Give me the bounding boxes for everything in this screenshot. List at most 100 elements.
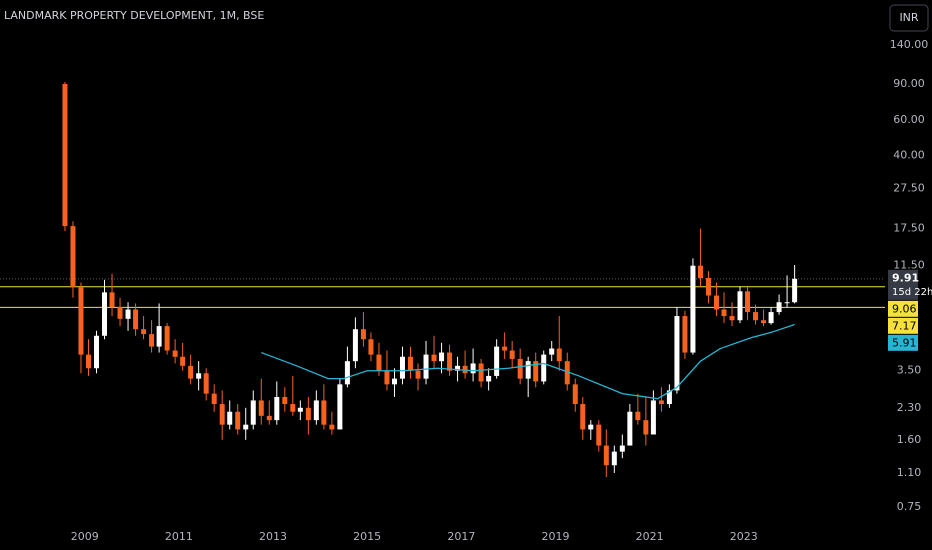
candle-body (619, 445, 625, 452)
candle-body (423, 354, 429, 379)
candle-body (360, 329, 366, 340)
candle-body (470, 363, 476, 374)
x-tick-label: 2015 (353, 530, 381, 543)
candle-body (243, 424, 249, 430)
candle-body (611, 451, 617, 466)
candle-body (117, 307, 123, 319)
candle-body (133, 309, 139, 330)
candle-body (737, 291, 743, 321)
x-tick-label: 2011 (165, 530, 193, 543)
candle-body (776, 302, 782, 313)
x-tick-label: 2017 (447, 530, 475, 543)
candle-body (235, 411, 241, 430)
candle-body (219, 404, 225, 425)
candle-body (713, 295, 719, 310)
x-tick-label: 2021 (636, 530, 664, 543)
candle-body (391, 378, 397, 385)
candle-body (172, 350, 178, 357)
x-tick-label: 2019 (541, 530, 569, 543)
candle-body (415, 370, 421, 379)
candle-body (784, 302, 790, 304)
candle-body (682, 316, 688, 353)
candle-body (125, 309, 131, 319)
candle-body (266, 415, 272, 421)
price-label: 7.17 (892, 319, 917, 332)
candle-body (156, 326, 162, 347)
candle-body (674, 316, 680, 391)
candle-body (697, 265, 703, 279)
candle-body (384, 370, 390, 385)
candle-body (705, 278, 711, 296)
candle-body (509, 350, 515, 359)
candle-body (86, 354, 91, 369)
candle-body (753, 312, 759, 321)
x-tick-label: 2023 (730, 530, 758, 543)
candle-body (258, 400, 264, 416)
candle-body (227, 411, 233, 425)
candle-body (650, 400, 656, 435)
candle-body (78, 287, 84, 355)
candle-body (721, 309, 727, 317)
candle-body (344, 361, 350, 385)
y-tick-label: 11.50 (893, 259, 925, 272)
chart-title: LANDMARK PROPERTY DEVELOPMENT, 1M, BSE (4, 9, 264, 22)
candle-body (141, 329, 147, 335)
y-tick-label: 1.60 (897, 433, 922, 446)
candle-body (368, 339, 374, 355)
candle-body (517, 358, 523, 379)
candle-body (62, 83, 68, 227)
candle-body (729, 316, 735, 321)
candle-body (478, 363, 484, 382)
y-tick-label: 0.75 (897, 500, 922, 513)
price-label: 9.91 (892, 271, 919, 284)
candle-body (70, 226, 76, 288)
candle-body (109, 292, 115, 308)
candle-body (541, 354, 547, 382)
candle-body (164, 326, 170, 351)
y-tick-label: 17.50 (893, 222, 925, 235)
candle-body (745, 291, 751, 313)
moving-average-line (261, 323, 795, 400)
candle-body (305, 407, 311, 421)
y-tick-label: 2.30 (897, 401, 922, 414)
candle-body (643, 420, 649, 435)
candle-body (494, 346, 500, 376)
countdown-label: 15d 22h (892, 287, 932, 298)
candle-body (274, 396, 280, 421)
candle-body (556, 348, 562, 362)
candle-body (180, 356, 186, 366)
candle-body (352, 329, 358, 362)
y-tick-label: 27.50 (893, 182, 925, 195)
candle-body (313, 400, 319, 421)
candle-body (572, 384, 578, 405)
candle-body (761, 320, 767, 324)
price-label: 9.06 (892, 302, 917, 315)
candle-body (486, 375, 492, 382)
candle-body (250, 400, 256, 425)
y-tick-label: 60.00 (893, 113, 925, 126)
candle-body (533, 361, 539, 382)
x-tick-label: 2009 (71, 530, 99, 543)
candle-body (447, 352, 453, 371)
candle-body (768, 312, 774, 324)
y-tick-label: 40.00 (893, 149, 925, 162)
candle-body (337, 384, 343, 430)
currency-button[interactable] (889, 4, 929, 32)
candle-body (666, 390, 672, 405)
y-tick-label: 1.10 (897, 466, 922, 479)
price-label-box (888, 334, 918, 351)
price-label-box (888, 300, 918, 317)
candle-body (196, 373, 202, 379)
candle-body (329, 424, 335, 430)
candle-body (149, 334, 155, 347)
currency-label[interactable]: INR (899, 11, 918, 24)
candle-body (94, 335, 100, 369)
candle-body (564, 361, 570, 385)
candle-body (439, 352, 445, 362)
candle-body (603, 445, 609, 466)
candle-body (188, 365, 194, 379)
candle-body (525, 361, 531, 379)
candle-body (658, 400, 664, 405)
y-tick-label: 140.00 (890, 38, 929, 51)
